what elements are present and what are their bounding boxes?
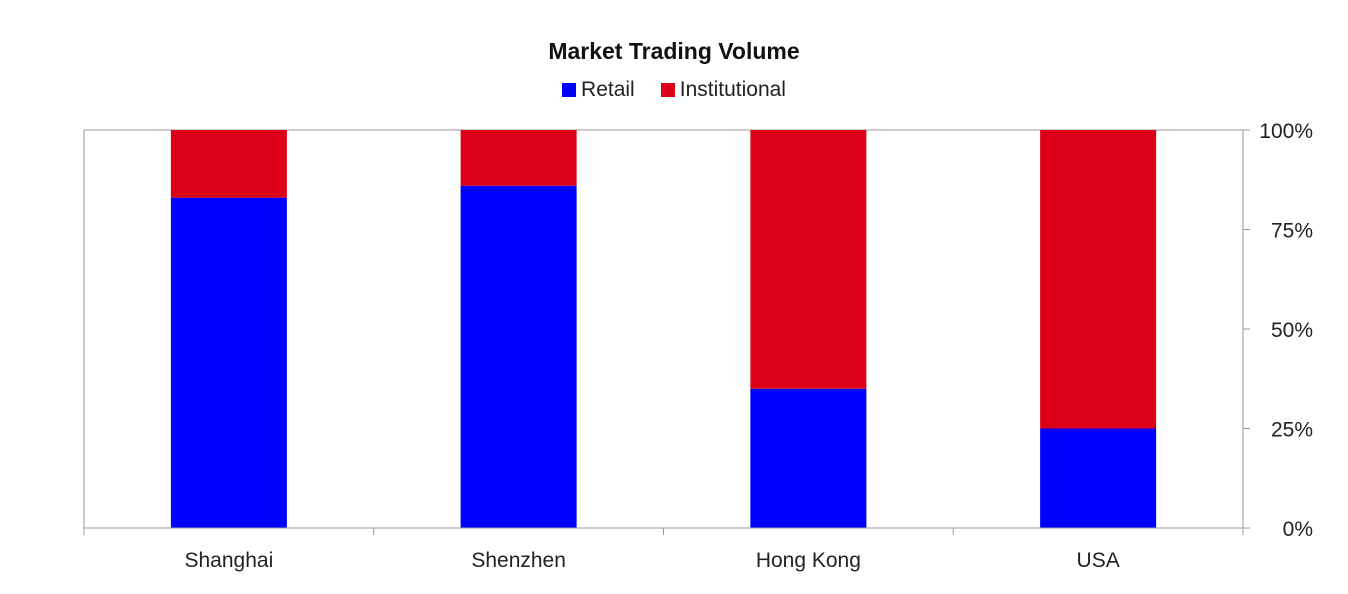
y-tick-label-25: 25% — [1271, 419, 1313, 442]
bar-retail-usa — [1040, 428, 1157, 528]
y-tick-label-50: 50% — [1271, 319, 1313, 342]
x-tick-label-shanghai: Shanghai — [185, 549, 274, 572]
x-tick-label-hong-kong: Hong Kong — [756, 549, 861, 572]
chart-legend: Retail Institutional — [0, 78, 1348, 102]
bar-institutional-shenzhen — [460, 130, 577, 186]
legend-label-institutional: Institutional — [679, 78, 786, 101]
chart-title: Market Trading Volume — [548, 38, 800, 64]
legend-item-institutional: Institutional — [660, 78, 786, 102]
y-tick-label-100: 100% — [1259, 120, 1313, 143]
bar-retail-shanghai — [170, 197, 287, 528]
legend-item-retail: Retail — [562, 78, 635, 102]
bar-institutional-shanghai — [170, 130, 287, 198]
legend-label-retail: Retail — [581, 78, 635, 101]
bar-institutional-hong-kong — [750, 130, 867, 389]
y-tick-label-75: 75% — [1271, 220, 1313, 243]
bar-retail-shenzhen — [460, 185, 577, 528]
x-tick-label-shenzhen: Shenzhen — [471, 549, 566, 572]
x-tick-label-usa: USA — [1077, 549, 1120, 572]
y-tick-label-0: 0% — [1283, 518, 1313, 541]
bar-retail-hong-kong — [750, 388, 867, 528]
legend-swatch-retail — [562, 83, 577, 97]
bar-institutional-usa — [1040, 130, 1157, 429]
legend-swatch-institutional — [660, 83, 675, 97]
